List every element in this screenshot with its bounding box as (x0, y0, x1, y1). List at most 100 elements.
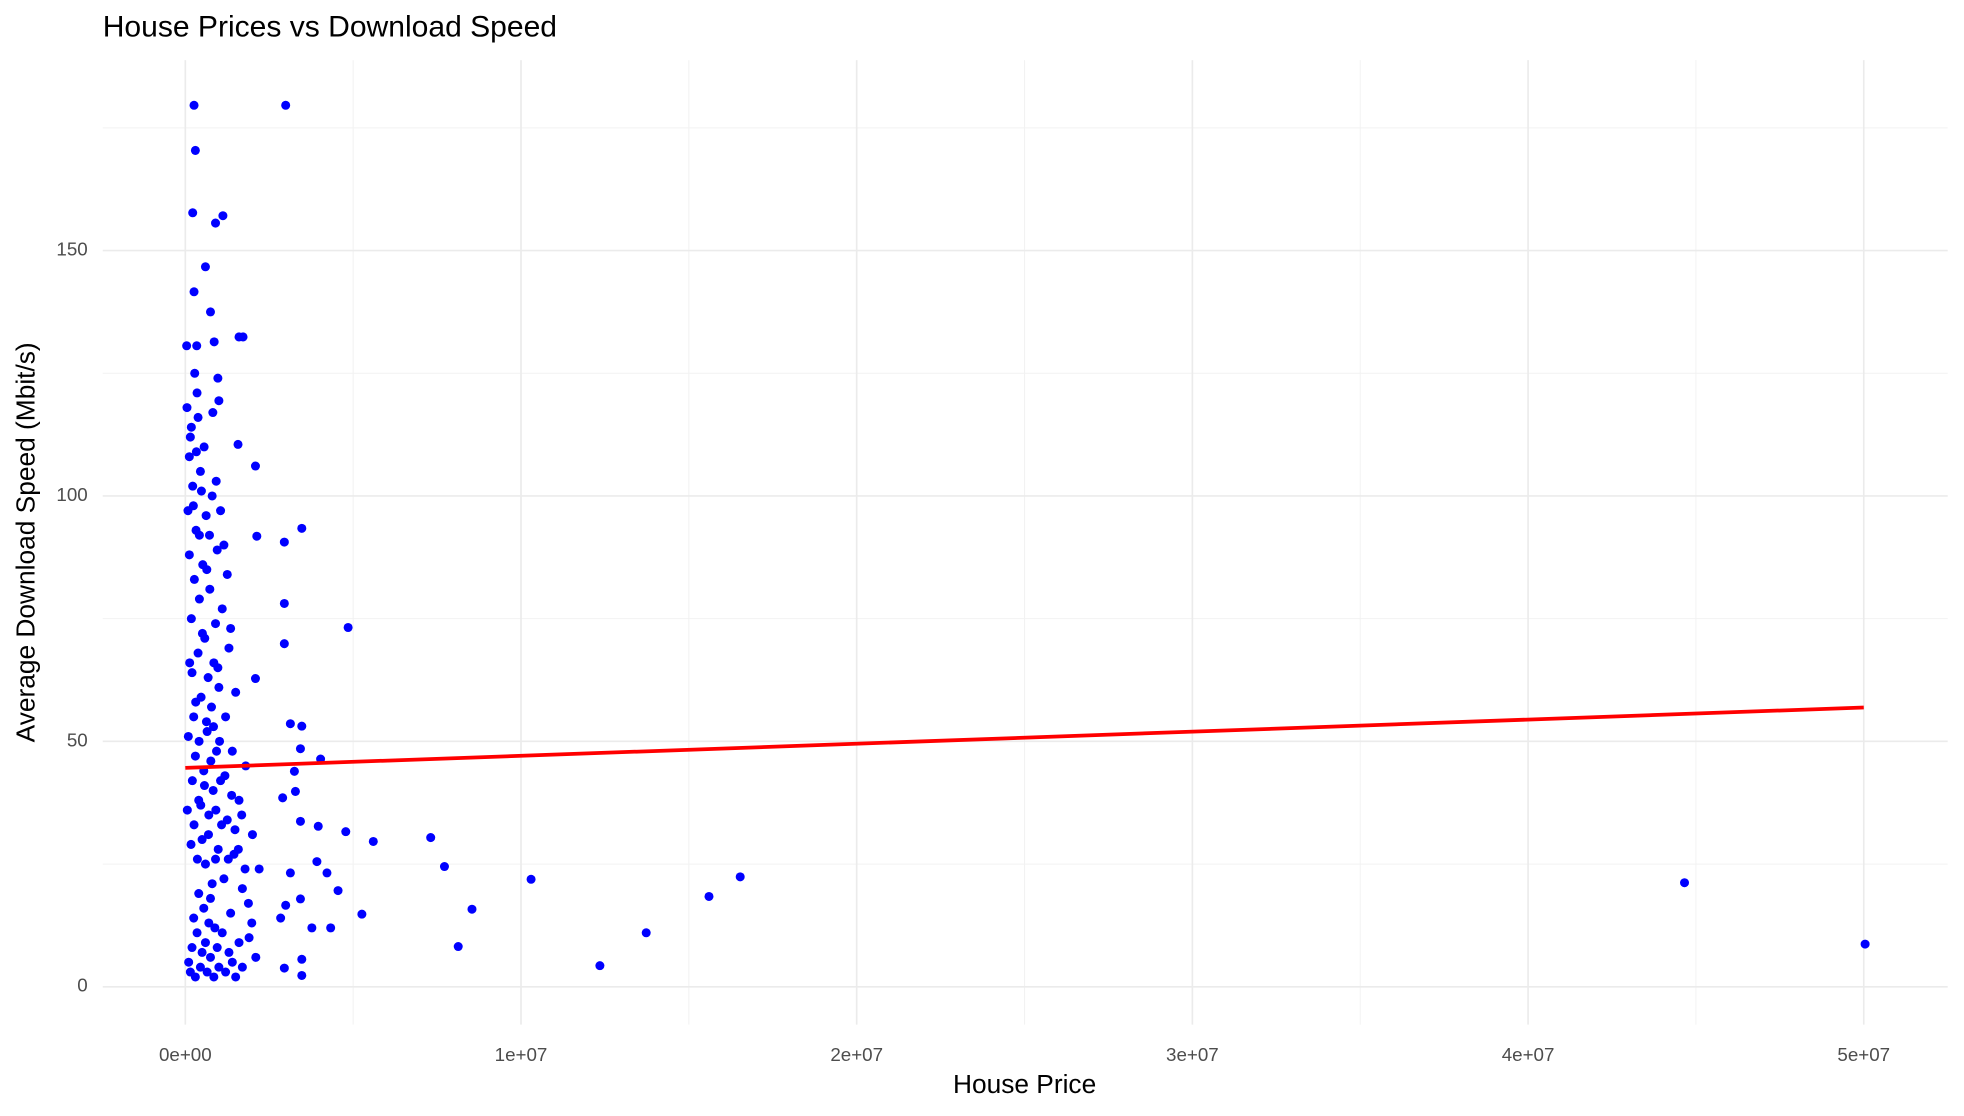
point (189, 287, 199, 297)
point (203, 830, 213, 840)
point (208, 408, 218, 418)
point (191, 447, 201, 457)
point (289, 766, 299, 776)
point (219, 540, 229, 550)
point (453, 942, 463, 952)
point (189, 712, 199, 722)
point (341, 827, 351, 837)
point (218, 211, 228, 221)
point (185, 432, 195, 442)
point (250, 461, 260, 471)
y-axis-title: Average Download Speed (Mbit/s) (11, 342, 41, 742)
point (205, 952, 215, 962)
point (194, 889, 204, 899)
point (326, 923, 336, 933)
point (227, 746, 237, 756)
point (297, 523, 307, 533)
point (297, 954, 307, 964)
point (214, 682, 224, 692)
point (251, 952, 261, 962)
point (252, 531, 262, 541)
point (234, 795, 244, 805)
point (184, 550, 194, 560)
point (223, 854, 233, 864)
point (188, 208, 198, 218)
point (212, 942, 222, 953)
point (297, 721, 307, 731)
point (190, 972, 200, 982)
point (281, 100, 291, 110)
point (182, 805, 192, 815)
x-tick-label: 2e+07 (830, 1044, 883, 1065)
point (208, 785, 218, 795)
point (184, 957, 194, 967)
point (230, 825, 240, 835)
point (202, 727, 212, 737)
point (188, 481, 198, 491)
point (595, 961, 605, 971)
point (197, 947, 207, 957)
point (205, 307, 215, 317)
point (213, 844, 223, 854)
point (279, 598, 289, 608)
point (231, 687, 241, 697)
point (279, 639, 289, 649)
point (208, 722, 219, 732)
point (196, 800, 206, 810)
point (194, 530, 204, 540)
point (193, 648, 203, 658)
point (188, 501, 198, 511)
point (217, 928, 227, 938)
point (368, 836, 378, 847)
point (193, 412, 203, 422)
point (295, 894, 305, 904)
point (205, 893, 215, 903)
point (222, 569, 232, 580)
chart-title: House Prices vs Download Speed (103, 11, 557, 44)
point (313, 821, 323, 831)
point (201, 717, 211, 727)
point (217, 820, 227, 830)
point (182, 341, 192, 351)
point (207, 879, 217, 889)
point (211, 805, 221, 815)
point (221, 712, 231, 722)
point (202, 967, 212, 977)
point (290, 786, 300, 796)
point (237, 962, 247, 972)
point (200, 262, 210, 272)
point (211, 854, 221, 864)
point (297, 970, 307, 980)
point (211, 218, 221, 228)
point (243, 898, 253, 908)
point (212, 545, 222, 555)
point (204, 530, 214, 540)
point (192, 854, 202, 864)
point (312, 857, 322, 867)
point (735, 872, 745, 882)
point (224, 947, 234, 957)
point (199, 442, 209, 452)
point (199, 781, 209, 791)
point (333, 886, 343, 896)
y-tick-label: 150 (56, 239, 87, 260)
point (219, 874, 229, 884)
point (439, 862, 449, 872)
point (224, 643, 234, 653)
point (186, 422, 196, 432)
point (276, 913, 286, 923)
point (200, 938, 210, 948)
point (189, 820, 199, 830)
point (247, 830, 257, 840)
point (467, 904, 477, 914)
point (247, 918, 257, 928)
x-tick-label: 3e+07 (1166, 1044, 1219, 1065)
point (191, 697, 201, 707)
point (189, 574, 199, 584)
point (201, 511, 211, 521)
point (213, 663, 223, 673)
point (227, 790, 237, 800)
point (210, 923, 220, 933)
point (237, 810, 247, 820)
